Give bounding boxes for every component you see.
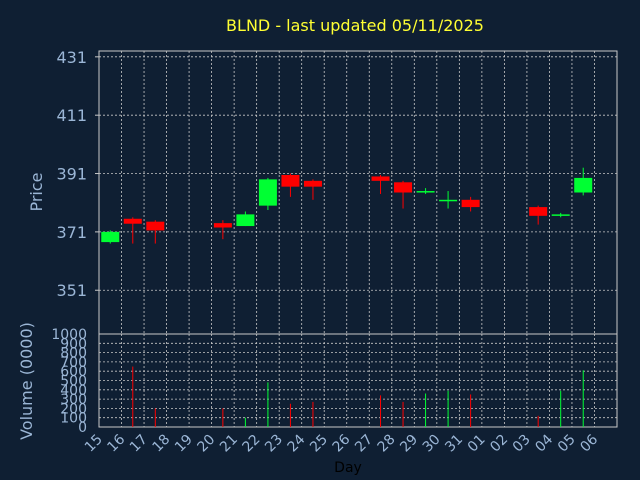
x-tick-label: 23 — [262, 432, 286, 456]
x-tick-label: 04 — [532, 431, 556, 455]
volume-tick-label: 300 — [60, 392, 87, 408]
candle-body — [551, 214, 570, 216]
x-tick-label: 02 — [487, 432, 511, 456]
price-tick-label: 371 — [56, 223, 87, 242]
candle — [394, 180, 413, 209]
candle-body — [439, 199, 458, 202]
x-tick-label: 26 — [330, 431, 354, 455]
price-panel-frame — [98, 50, 618, 335]
volume-tick-label: 800 — [60, 346, 87, 362]
candle-body — [258, 179, 277, 206]
candle — [303, 179, 322, 200]
volume-tick-label: 500 — [60, 374, 87, 390]
candle-body — [146, 221, 165, 231]
price-tick-label: 391 — [56, 165, 87, 184]
candle-body — [529, 207, 548, 216]
candle — [146, 220, 165, 244]
candle-body — [394, 182, 413, 193]
x-tick-label: 24 — [285, 431, 309, 455]
candle — [123, 217, 142, 244]
candle — [213, 220, 232, 240]
x-tick-label: 16 — [104, 431, 128, 455]
volume-tick-label: 0 — [78, 420, 87, 436]
candle — [258, 177, 277, 211]
x-tick-label: 27 — [352, 432, 376, 456]
candle — [461, 196, 480, 212]
price-panel: 351 371 391 411 431 — [56, 48, 618, 335]
candle — [416, 188, 435, 194]
volume-axis-label: Volume (0000) — [17, 322, 36, 440]
volume-tick-label: 1000 — [51, 327, 87, 343]
volume-tick-label: 100 — [60, 411, 87, 427]
x-tick-label: 20 — [195, 432, 219, 456]
price-tick-label: 411 — [56, 106, 87, 125]
candle — [574, 167, 593, 196]
candle-body — [236, 214, 255, 227]
volume-tick-label: 600 — [60, 364, 87, 380]
chart-title: BLND - last updated 05/11/2025 — [226, 16, 484, 35]
x-tick-label: 17 — [127, 432, 151, 456]
price-tick-label: 431 — [56, 48, 87, 67]
candle-body — [101, 231, 120, 243]
x-tick-label: 01 — [465, 432, 489, 456]
x-tick-label: 30 — [420, 432, 444, 456]
x-tick-label: 18 — [149, 432, 173, 456]
x-tick-label: 31 — [442, 432, 466, 456]
candle-body — [574, 177, 593, 193]
x-tick-label: 05 — [555, 432, 579, 456]
price-axis-label: Price — [27, 172, 46, 211]
x-tick-label: 19 — [172, 432, 196, 456]
candle-body — [123, 218, 142, 224]
candle — [371, 174, 390, 194]
candle-body — [371, 176, 390, 181]
candle-body — [213, 223, 232, 228]
volume-tick-label: 200 — [60, 401, 87, 417]
candle-body — [416, 191, 435, 193]
x-tick-label: 03 — [510, 432, 534, 456]
candle — [281, 173, 300, 197]
candle-body — [303, 180, 322, 187]
x-axis: 1516171819202122232425262728293031010203… — [82, 431, 601, 455]
volume-tick-label: 900 — [60, 336, 87, 352]
candle — [551, 212, 570, 218]
candle-body — [281, 174, 300, 187]
candle — [236, 211, 255, 227]
candle-body — [461, 199, 480, 208]
volume-tick-label: 700 — [60, 355, 87, 371]
x-tick-label: 25 — [307, 432, 331, 456]
x-tick-label: 28 — [375, 432, 399, 456]
candle — [439, 191, 458, 209]
candle — [529, 205, 548, 225]
x-tick-label: 06 — [577, 431, 601, 455]
x-tick-label: 21 — [217, 432, 241, 456]
x-axis-label: Day — [334, 460, 362, 476]
volume-tick-label: 400 — [60, 383, 87, 399]
candle — [101, 230, 120, 244]
x-tick-label: 29 — [397, 432, 421, 456]
x-tick-label: 22 — [240, 432, 264, 456]
price-tick-label: 351 — [56, 281, 87, 300]
